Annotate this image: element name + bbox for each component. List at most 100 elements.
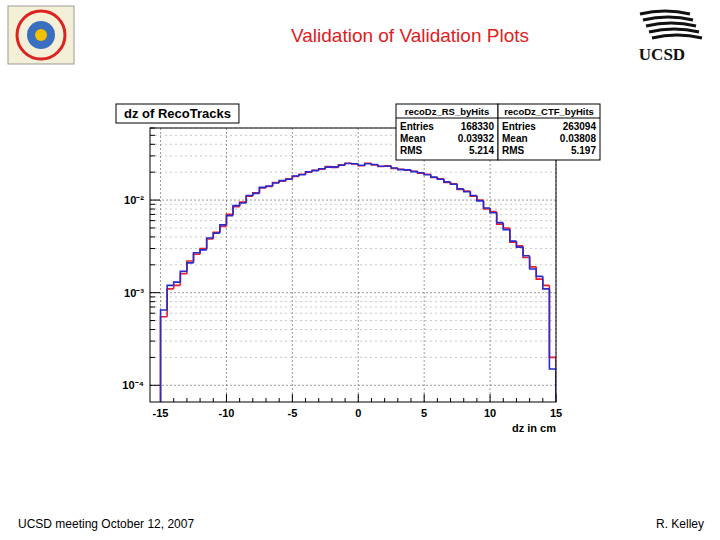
grid-line — [358, 128, 359, 402]
hist-bin — [194, 254, 201, 261]
stats-label: Entries — [502, 121, 536, 132]
slide: Validation of Validation PlotsUCSDUCSD m… — [0, 0, 720, 540]
x-tick-label: -5 — [287, 407, 297, 419]
minor-tick — [150, 296, 155, 297]
minor-tick — [213, 398, 214, 402]
x-tick-label: 5 — [421, 407, 427, 419]
hist-bin — [510, 228, 517, 242]
minor-grid — [150, 341, 556, 342]
stats-value: 5.214 — [469, 145, 494, 156]
hist-bin — [253, 193, 260, 196]
minor-tick — [150, 214, 155, 215]
hist-bin — [292, 176, 299, 179]
hist-bin — [213, 232, 220, 239]
hist-bin — [266, 186, 273, 187]
minor-tick — [266, 398, 267, 402]
minor-tick — [150, 172, 155, 173]
hist-bin — [457, 184, 464, 190]
hist-bin — [332, 166, 339, 168]
stats-name: recoDz_RS_byHits — [405, 106, 489, 117]
hist-bin — [306, 172, 313, 174]
hist-bin — [378, 165, 385, 167]
hist-bin — [259, 187, 266, 193]
hist-bin — [510, 230, 517, 242]
minor-tick — [150, 341, 155, 342]
hist-bin — [352, 162, 359, 164]
hist-bin — [352, 163, 359, 165]
hist-bin — [464, 190, 471, 192]
minor-tick — [450, 398, 451, 402]
x-tick-label: -10 — [219, 407, 235, 419]
minor-tick — [318, 398, 319, 402]
hist-bin — [213, 233, 220, 238]
hist-bin — [490, 209, 497, 212]
minor-tick — [411, 398, 412, 402]
hist-bin — [543, 276, 550, 288]
hist-bin — [180, 274, 187, 286]
minor-tick — [150, 307, 155, 308]
stats-sep — [498, 118, 600, 119]
tick — [226, 394, 227, 402]
hist-bin — [226, 216, 233, 225]
hist-bin — [220, 226, 227, 232]
hist-bin — [299, 175, 306, 176]
tick — [150, 200, 160, 201]
minor-grid — [150, 204, 556, 205]
stats-label: RMS — [400, 145, 423, 156]
stats-value: 5.197 — [571, 145, 596, 156]
minor-grid — [150, 209, 556, 210]
hist-bin — [292, 176, 299, 178]
hist-bin — [279, 181, 286, 183]
minor-tick — [331, 398, 332, 402]
logo-text: UCSD — [639, 45, 685, 64]
hist-bin — [233, 206, 240, 216]
hist-bin — [240, 202, 247, 206]
grid-line — [226, 128, 227, 402]
stats-label: RMS — [502, 145, 525, 156]
hist-bin — [273, 183, 280, 186]
hist-bin — [312, 171, 319, 172]
minor-tick — [150, 155, 155, 156]
y-tick-label: 10⁻³ — [124, 287, 144, 299]
stats-value: 0.03932 — [458, 133, 495, 144]
minor-tick — [150, 135, 155, 136]
tick — [490, 394, 491, 402]
minor-tick — [150, 227, 155, 228]
histograms — [161, 163, 556, 402]
hist-bin — [339, 165, 346, 167]
hist-bin — [279, 181, 286, 182]
minor-tick — [516, 398, 517, 402]
plot: -15-10-505101510⁻⁴10⁻³10⁻²dz in cmdz of … — [116, 104, 600, 434]
minor-grid — [150, 264, 556, 265]
hist-bin — [378, 165, 385, 167]
hist-bin — [391, 166, 398, 169]
x-tick-label: 15 — [550, 407, 562, 419]
minor-grid — [150, 307, 556, 308]
hist-bin — [286, 179, 293, 180]
hist-bin — [286, 179, 293, 181]
minor-tick — [150, 209, 155, 210]
minor-tick — [150, 144, 155, 145]
minor-tick — [186, 398, 187, 402]
minor-tick — [150, 220, 155, 221]
plot-area — [150, 128, 556, 402]
series — [161, 163, 556, 402]
hist-bin — [549, 285, 556, 357]
x-tick-label: 0 — [355, 407, 361, 419]
stats-label: Mean — [400, 133, 426, 144]
hist-bin — [543, 279, 550, 285]
series — [161, 164, 556, 402]
hist-bin — [484, 200, 491, 209]
hist-bin — [319, 169, 326, 171]
hist-bin — [424, 173, 431, 174]
minor-tick — [503, 398, 504, 402]
stats-value: 168330 — [461, 121, 495, 132]
hist-bin — [497, 213, 504, 223]
hist-bin — [411, 169, 418, 172]
hist-bin — [319, 168, 326, 171]
stats-label: Mean — [502, 133, 528, 144]
hist-bin — [358, 164, 365, 166]
minor-tick — [150, 313, 155, 314]
hist-bin — [207, 239, 214, 249]
hist-bin — [404, 169, 411, 171]
